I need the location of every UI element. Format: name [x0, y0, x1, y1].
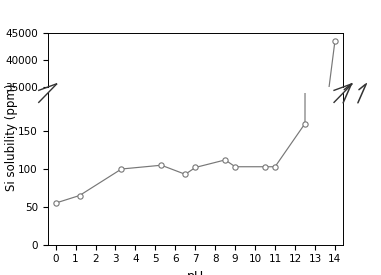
- Text: Si solubility (ppm): Si solubility (ppm): [5, 84, 18, 191]
- X-axis label: pH: pH: [187, 270, 204, 275]
